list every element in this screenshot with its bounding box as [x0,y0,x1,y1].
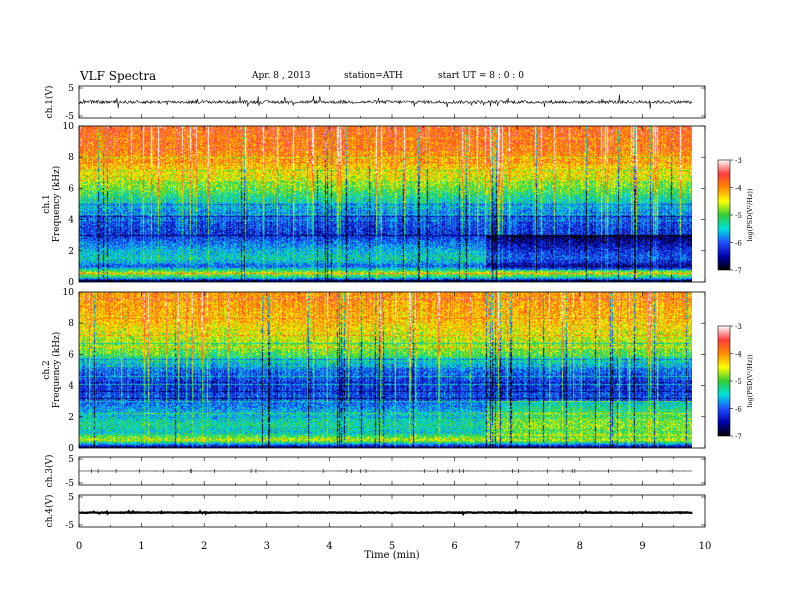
ytick-label: 4 [68,382,74,392]
station-label: station=ATH [344,71,403,81]
waveform-ch4-waveform [78,508,693,517]
colorbar-tick-label: -6 [735,406,742,414]
ytick-label: 6 [68,350,74,360]
colorbar-1 [717,159,731,271]
waveform-ch3-waveform [79,470,693,472]
colorbar-2 [717,325,731,437]
colorbar-tick-label: -7 [735,267,742,275]
colorbar-tick-label: -4 [735,351,742,359]
xtick-label: 6 [451,541,457,552]
ytick-label: 8 [68,153,74,163]
colorbar-label: log(PSD(V²/Hz)) [746,354,754,407]
ylabel-frequency: Frequency (kHz) [51,166,62,243]
ytick-label: 5 [68,455,74,465]
xtick-label: 8 [577,541,583,552]
ytick-label: 5 [68,84,74,94]
ylabel-ch2-spectrogram: ch.2 [42,360,52,379]
colorbars: -3 -4 -5 -6 -7 log(PSD(V²/Hz)) -3 -4 -5 -6 -7 log(P… [717,157,754,441]
start-time-label: start UT = 8 : 0 : 0 [438,71,524,81]
ytick-label: 2 [68,247,74,257]
colorbar-tick-label: -6 [735,240,742,248]
ytick-label: 8 [68,319,74,329]
ylabel-ch1-waveform: ch.1(V) [44,86,55,119]
colorbar-tick-label: -3 [735,323,742,331]
waveform-traces [78,94,693,517]
ytick-label: 5 [68,493,74,503]
xtick-label: 9 [639,541,645,552]
spectrogram-ch1 [79,126,692,282]
colorbar-label: log(PSD(V²/Hz)) [746,188,754,241]
xtick-label: 10 [699,541,712,552]
ylabel-ch4-waveform: ch.4(V) [44,495,55,528]
spectrogram-ch2 [79,292,692,448]
colorbar-tick-label: -5 [735,378,742,386]
ytick-label: 2 [68,413,74,423]
tick-marks [78,86,706,527]
date-label: Apr. 8 , 2013 [252,71,311,81]
ylabel-frequency: Frequency (kHz) [51,332,62,409]
xtick-label: 2 [201,541,207,552]
xtick-label: 5 [389,541,395,552]
ylabel-ch3-waveform: ch.3(V) [44,455,55,488]
figure-title: VLF Spectra [80,69,157,83]
colorbar-tick-label: -3 [735,157,742,165]
xaxis-label: Time (min) [364,550,419,561]
xtick-label: 4 [326,541,332,552]
ytick-label: 10 [63,122,75,132]
xtick-label: 1 [138,541,144,552]
ytick-label: -5 [65,112,74,122]
waveform-ch1-waveform [78,94,693,109]
ylabel-ch1-spectrogram: ch.1 [42,194,52,213]
xtick-label: 0 [76,541,82,552]
frame-ch4-waveform [78,494,706,528]
colorbar-tick-label: -7 [735,433,742,441]
ytick-label: -5 [65,521,74,531]
ytick-label: -5 [65,479,74,489]
ytick-label: 10 [63,288,75,298]
xtick-label: 7 [514,541,520,552]
ytick-label: 4 [68,216,74,226]
colorbar-tick-label: -4 [735,185,742,193]
ytick-label: 0 [68,444,74,454]
ytick-label: 0 [68,278,74,288]
xtick-label: 3 [264,541,270,552]
ytick-label: 6 [68,184,74,194]
spectrogram-images [79,126,692,448]
colorbar-tick-label: -5 [735,212,742,220]
